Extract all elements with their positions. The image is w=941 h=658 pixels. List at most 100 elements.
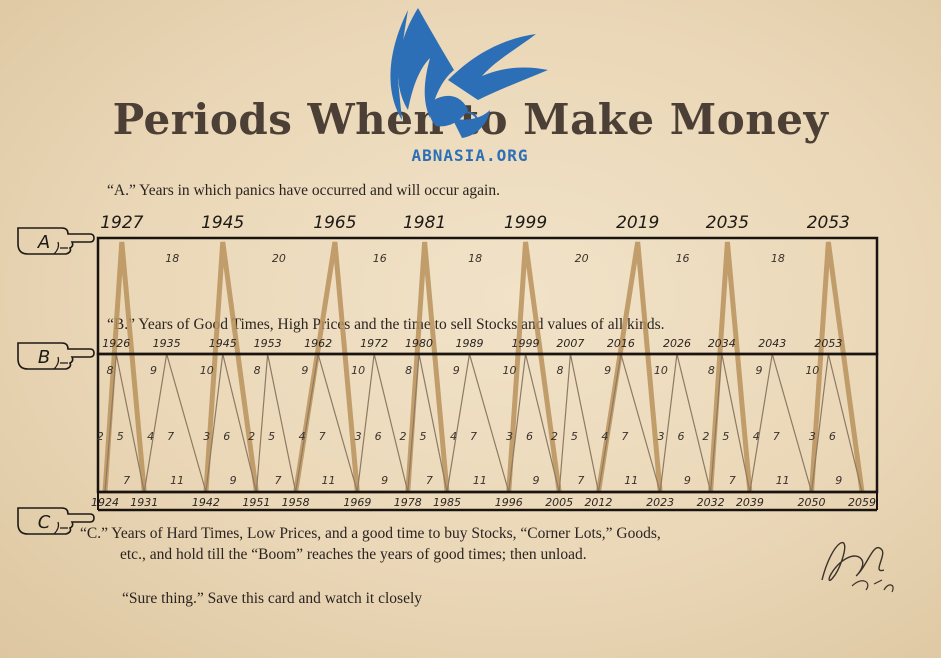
peak-interval-number: 9 [453, 364, 460, 377]
panic-interval-label: 18 [771, 252, 785, 265]
good-times-year-label: 2016 [607, 337, 635, 350]
rise-interval-number: 2 [97, 430, 104, 443]
hand-b-letter: B [38, 347, 50, 368]
fall-interval-number: 7 [319, 430, 326, 443]
good-times-peak-line [558, 353, 600, 493]
panic-interval-label: 18 [468, 252, 482, 265]
good-times-peak-line [255, 353, 297, 493]
hard-times-year-label: 1951 [242, 496, 270, 509]
hand-c-icon: C [14, 498, 95, 540]
fall-interval-number: 6 [829, 430, 836, 443]
rise-interval-number: 4 [299, 430, 306, 443]
fall-interval-number: 7 [167, 430, 174, 443]
panel-b-frame [96, 352, 879, 494]
panic-year-label: 1945 [201, 213, 244, 233]
hard-times-year-label: 1958 [282, 496, 310, 509]
good-times-peak-line [205, 353, 257, 493]
rise-interval-number: 4 [601, 430, 608, 443]
hand-a-letter: A [37, 232, 50, 253]
trough-interval-number: 9 [835, 474, 842, 487]
peak-interval-number: 10 [200, 364, 214, 377]
hard-times-year-label: 2012 [584, 496, 612, 509]
fall-interval-number: 5 [420, 430, 427, 443]
trough-interval-number: 7 [577, 474, 584, 487]
trough-interval-number: 9 [230, 474, 237, 487]
trough-interval-number: 11 [776, 474, 790, 487]
good-times-year-label: 1972 [360, 337, 388, 350]
hard-times-year-label: 1942 [192, 496, 220, 509]
trough-interval-number: 9 [532, 474, 539, 487]
fall-interval-number: 5 [268, 430, 275, 443]
hard-times-year-label: 2039 [736, 496, 764, 509]
good-times-peak-line [659, 353, 712, 493]
line-b-caption: “B.” Years of Good Times, High Prices an… [107, 316, 665, 333]
panic-interval-label: 20 [272, 252, 286, 265]
panic-year-label: 1981 [403, 213, 446, 233]
good-times-peak-line [356, 353, 409, 493]
line-a-caption: “A.” Years in which panics have occurred… [107, 182, 500, 199]
fall-interval-number: 6 [223, 430, 230, 443]
good-times-peak-line [407, 353, 448, 493]
trough-interval-number: 11 [473, 474, 487, 487]
peak-interval-number: 9 [150, 364, 157, 377]
good-times-year-label: 1953 [254, 337, 282, 350]
peak-interval-number: 9 [301, 364, 308, 377]
trough-interval-number: 7 [123, 474, 130, 487]
rise-interval-number: 3 [657, 430, 664, 443]
rise-interval-number: 3 [355, 430, 362, 443]
peak-interval-number: 9 [604, 364, 611, 377]
peak-interval-number: 8 [405, 364, 412, 377]
trough-interval-number: 7 [729, 474, 736, 487]
good-times-year-label: 1962 [304, 337, 332, 350]
good-times-year-label: 1999 [512, 337, 540, 350]
good-times-year-label: 2034 [708, 337, 736, 350]
peak-interval-number: 8 [107, 364, 114, 377]
rise-interval-number: 4 [450, 430, 457, 443]
rise-interval-number: 2 [248, 430, 255, 443]
panic-year-label: 1965 [313, 213, 356, 233]
panic-peak-line [595, 241, 663, 493]
good-times-year-label: 2026 [663, 337, 691, 350]
line-c-caption: “C.” Years of Hard Times, Low Prices, an… [80, 525, 661, 542]
good-times-peak-line [597, 353, 661, 493]
hard-times-year-label: 2005 [545, 496, 573, 509]
good-times-peak-line [446, 353, 510, 493]
peak-interval-number: 10 [654, 364, 668, 377]
trough-interval-number: 11 [624, 474, 638, 487]
good-times-year-label: 1989 [455, 337, 483, 350]
panic-peak-line [506, 241, 562, 493]
good-times-year-label: 2043 [758, 337, 786, 350]
trough-interval-number: 11 [321, 474, 335, 487]
panic-interval-label: 20 [575, 252, 589, 265]
hard-times-year-label: 2050 [798, 496, 826, 509]
fall-interval-number: 6 [526, 430, 533, 443]
trough-interval-number: 11 [170, 474, 184, 487]
panic-year-label: 2019 [616, 213, 659, 233]
hand-a-icon: A [14, 218, 95, 260]
hard-times-year-label: 2023 [646, 496, 674, 509]
watermark-text: ABNASIA.ORG [411, 146, 529, 165]
rise-interval-number: 2 [551, 430, 558, 443]
panic-peak-line [708, 241, 753, 493]
trough-interval-number: 7 [275, 474, 282, 487]
good-times-peak-line [295, 353, 358, 493]
peak-interval-number: 9 [756, 364, 763, 377]
hand-c-letter: C [38, 512, 51, 533]
good-times-year-label: 1935 [153, 337, 181, 350]
panic-peak-line [809, 241, 865, 493]
peak-interval-number: 10 [805, 364, 819, 377]
peak-interval-number: 10 [503, 364, 517, 377]
hand-b-icon: B [14, 333, 95, 375]
rise-interval-number: 4 [147, 430, 154, 443]
hard-times-year-label: 1969 [343, 496, 371, 509]
good-times-year-label: 2007 [556, 337, 584, 350]
fall-interval-number: 7 [773, 430, 780, 443]
rise-interval-number: 2 [702, 430, 709, 443]
rise-interval-number: 3 [506, 430, 513, 443]
rise-interval-number: 4 [753, 430, 760, 443]
peak-interval-number: 8 [254, 364, 261, 377]
rise-interval-number: 3 [809, 430, 816, 443]
trough-interval-number: 7 [426, 474, 433, 487]
panic-peak-line [102, 241, 147, 493]
